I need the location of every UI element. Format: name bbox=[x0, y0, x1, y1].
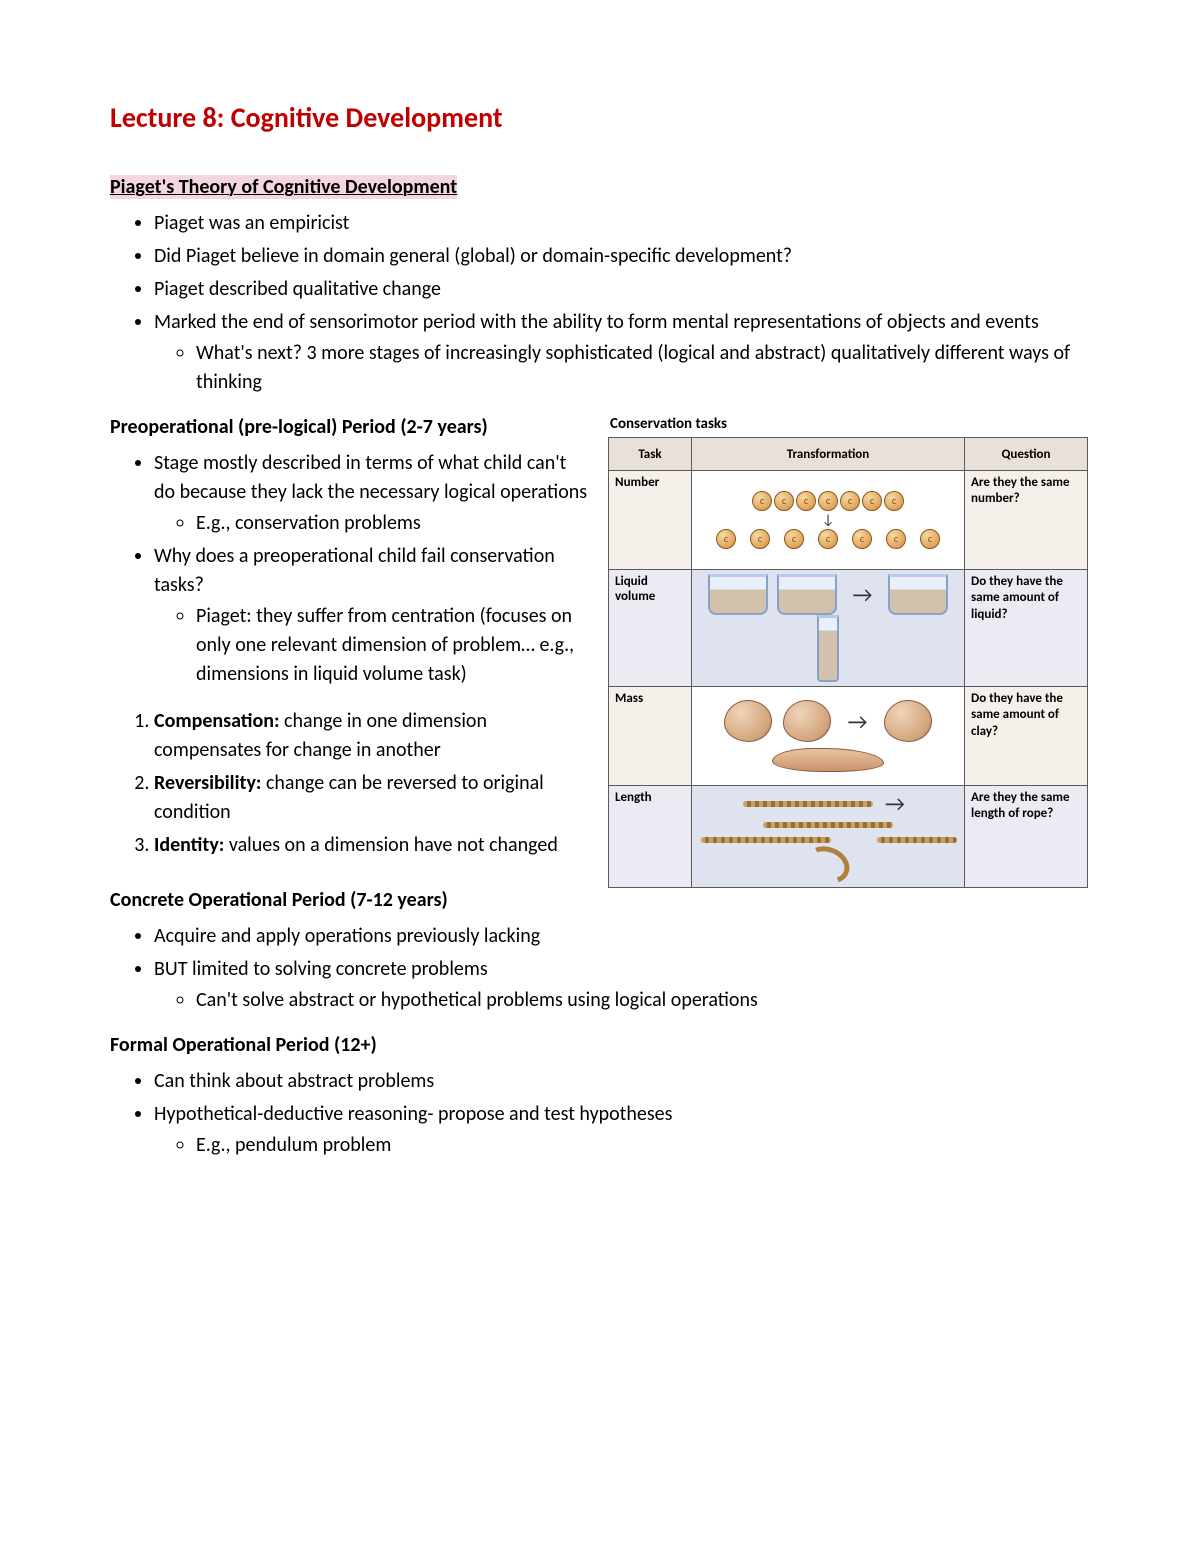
right-arrow-icon: → bbox=[875, 790, 915, 817]
clay-flat-icon bbox=[772, 748, 884, 772]
clay-ball-icon bbox=[724, 700, 772, 742]
op-label: Identity: bbox=[154, 833, 224, 857]
down-arrow-icon: ↓ bbox=[698, 513, 958, 527]
piaget-bullets: Piaget was an empiricist Did Piaget beli… bbox=[110, 209, 1090, 397]
task-cell: Liquid volume bbox=[609, 570, 692, 687]
question-cell: Do they have the same amount of clay? bbox=[965, 687, 1088, 786]
lecture-title: Lecture 8: Cognitive Development bbox=[110, 100, 1090, 135]
list-item: Identity: values on a dimension have not… bbox=[154, 831, 590, 860]
question-cell: Do they have the same amount of liquid? bbox=[965, 570, 1088, 687]
list-item: Marked the end of sensorimotor period wi… bbox=[154, 308, 1090, 397]
rope-curl-icon bbox=[799, 840, 855, 890]
task-cell: Mass bbox=[609, 687, 692, 786]
list-item-text: Why does a preoperational child fail con… bbox=[154, 544, 555, 597]
list-item: BUT limited to solving concrete problems… bbox=[154, 955, 1090, 1015]
table-row: Length → Are they the same length of rop… bbox=[609, 786, 1088, 888]
list-subitem: E.g., pendulum problem bbox=[196, 1131, 1090, 1160]
transform-number: ccccccc ↓ ccccccc bbox=[692, 471, 965, 570]
transform-liquid: → bbox=[692, 570, 965, 687]
list-subitem: Piaget: they suffer from centration (foc… bbox=[196, 602, 590, 689]
rope-icon bbox=[743, 801, 873, 807]
question-cell: Are they the same number? bbox=[965, 471, 1088, 570]
right-arrow-icon: → bbox=[843, 581, 883, 608]
section-piaget: Piaget's Theory of Cognitive Development… bbox=[110, 175, 1090, 397]
preop-and-figure-row: Preoperational (pre-logical) Period (2-7… bbox=[110, 415, 1090, 888]
table-row: Mass → Do they have the same amount of c… bbox=[609, 687, 1088, 786]
list-item: Stage mostly described in terms of what … bbox=[154, 449, 590, 538]
transform-length: → bbox=[692, 786, 965, 888]
rope-icon bbox=[701, 837, 831, 843]
rope-icon bbox=[877, 837, 957, 843]
list-item-text: Marked the end of sensorimotor period wi… bbox=[154, 310, 1039, 334]
list-item-text: Stage mostly described in terms of what … bbox=[154, 451, 587, 504]
figure-caption: Conservation tasks bbox=[610, 415, 1088, 433]
table-row: Liquid volume → Do they have the same am… bbox=[609, 570, 1088, 687]
table-row: Number ccccccc ↓ ccccccc Are they the sa… bbox=[609, 471, 1088, 570]
clay-ball-icon bbox=[783, 700, 831, 742]
list-item: Piaget described qualitative change bbox=[154, 275, 1090, 304]
table-header-row: Task Transformation Question bbox=[609, 438, 1088, 471]
section-concrete: Concrete Operational Period (7-12 years)… bbox=[110, 888, 1090, 1015]
right-arrow-icon: → bbox=[838, 708, 878, 735]
list-subitem: What's next? 3 more stages of increasing… bbox=[196, 339, 1090, 397]
task-cell: Length bbox=[609, 786, 692, 888]
clay-ball-icon bbox=[884, 700, 932, 742]
section-formal: Formal Operational Period (12+) Can thin… bbox=[110, 1033, 1090, 1160]
op-text: values on a dimension have not changed bbox=[224, 833, 558, 857]
list-item: Piaget was an empiricist bbox=[154, 209, 1090, 238]
operations-list: Compensation: change in one dimension co… bbox=[110, 707, 590, 860]
preop-section: Preoperational (pre-logical) Period (2-7… bbox=[110, 415, 590, 878]
formal-heading: Formal Operational Period (12+) bbox=[110, 1033, 377, 1057]
list-item: Did Piaget believe in domain general (gl… bbox=[154, 242, 1090, 271]
list-item-text: Hypothetical-deductive reasoning- propos… bbox=[154, 1102, 672, 1126]
concrete-heading: Concrete Operational Period (7-12 years) bbox=[110, 888, 448, 912]
op-label: Reversibility: bbox=[154, 771, 261, 795]
task-cell: Number bbox=[609, 471, 692, 570]
list-subitem: Can't solve abstract or hypothetical pro… bbox=[196, 986, 1090, 1015]
col-question: Question bbox=[965, 438, 1088, 471]
list-item: Can think about abstract problems bbox=[154, 1067, 1090, 1096]
beaker-icon bbox=[888, 574, 948, 615]
rope-icon bbox=[763, 822, 893, 828]
conservation-figure: Conservation tasks Task Transformation Q… bbox=[608, 415, 1088, 888]
list-item: Reversibility: change can be reversed to… bbox=[154, 769, 590, 827]
list-item: Why does a preoperational child fail con… bbox=[154, 542, 590, 689]
list-item-text: BUT limited to solving concrete problems bbox=[154, 957, 488, 981]
transform-mass: → bbox=[692, 687, 965, 786]
question-cell: Are they the same length of rope? bbox=[965, 786, 1088, 888]
list-item: Acquire and apply operations previously … bbox=[154, 922, 1090, 951]
conservation-table: Task Transformation Question Number cccc… bbox=[608, 437, 1088, 888]
document-page: Lecture 8: Cognitive Development Piaget'… bbox=[0, 0, 1200, 1553]
list-item: Compensation: change in one dimension co… bbox=[154, 707, 590, 765]
col-task: Task bbox=[609, 438, 692, 471]
beaker-icon bbox=[777, 574, 837, 615]
preop-heading: Preoperational (pre-logical) Period (2-7… bbox=[110, 415, 488, 439]
col-transform: Transformation bbox=[692, 438, 965, 471]
list-item: Hypothetical-deductive reasoning- propos… bbox=[154, 1100, 1090, 1160]
op-label: Compensation: bbox=[154, 709, 280, 733]
list-subitem: E.g., conservation problems bbox=[196, 509, 590, 538]
tall-beaker-icon bbox=[817, 615, 839, 682]
piaget-heading: Piaget's Theory of Cognitive Development bbox=[110, 175, 457, 199]
beaker-icon bbox=[708, 574, 768, 615]
